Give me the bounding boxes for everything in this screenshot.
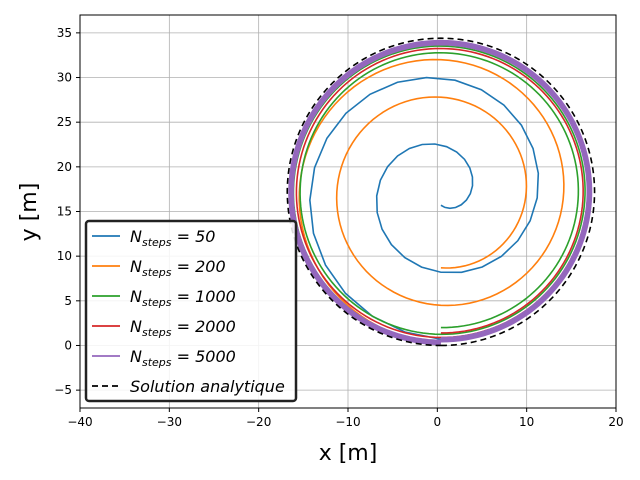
ticks: −40 −30 −20 −10 0 10 20 −5 0 5 10 15 20 25 30 35 <box>54 26 623 429</box>
y-tick-label: 10 <box>57 249 72 263</box>
legend-label: Solution analytique <box>130 377 285 396</box>
y-tick-label: −5 <box>54 383 72 397</box>
legend-label: Nsteps = 5000 <box>130 347 236 369</box>
y-tick-label: 20 <box>57 160 72 174</box>
x-tick-label: −10 <box>335 415 360 429</box>
x-tick-label: −30 <box>157 415 182 429</box>
legend-label: Nsteps = 50 <box>130 227 215 249</box>
legend-label: Nsteps = 2000 <box>130 317 236 339</box>
series-line-0 <box>309 76 540 341</box>
x-tick-label: 0 <box>434 415 442 429</box>
y-tick-label: 30 <box>57 71 72 85</box>
x-tick-label: 20 <box>608 415 623 429</box>
x-tick-label: 10 <box>519 415 534 429</box>
legend-box <box>84 219 298 403</box>
legend-label: Nsteps = 1000 <box>130 287 236 309</box>
y-tick-label: 15 <box>57 205 72 219</box>
x-axis-label: x [m] <box>319 441 378 466</box>
series-line-4 <box>288 39 593 346</box>
series-line-5 <box>286 37 596 347</box>
x-tick-label: −40 <box>67 415 92 429</box>
x-tick-label: −20 <box>246 415 271 429</box>
y-tick-label: 5 <box>64 294 72 308</box>
legend: Nsteps = 50 Nsteps = 200 Nsteps = 1000 Nste… <box>84 219 298 403</box>
series-layer <box>286 37 596 347</box>
y-tick-label: 25 <box>57 115 72 129</box>
y-axis-label: y [m] <box>17 183 42 242</box>
y-tick-label: 35 <box>57 26 72 40</box>
y-tick-label: 0 <box>64 338 72 352</box>
series-line-1 <box>298 58 565 344</box>
legend-label: Nsteps = 200 <box>130 257 226 279</box>
